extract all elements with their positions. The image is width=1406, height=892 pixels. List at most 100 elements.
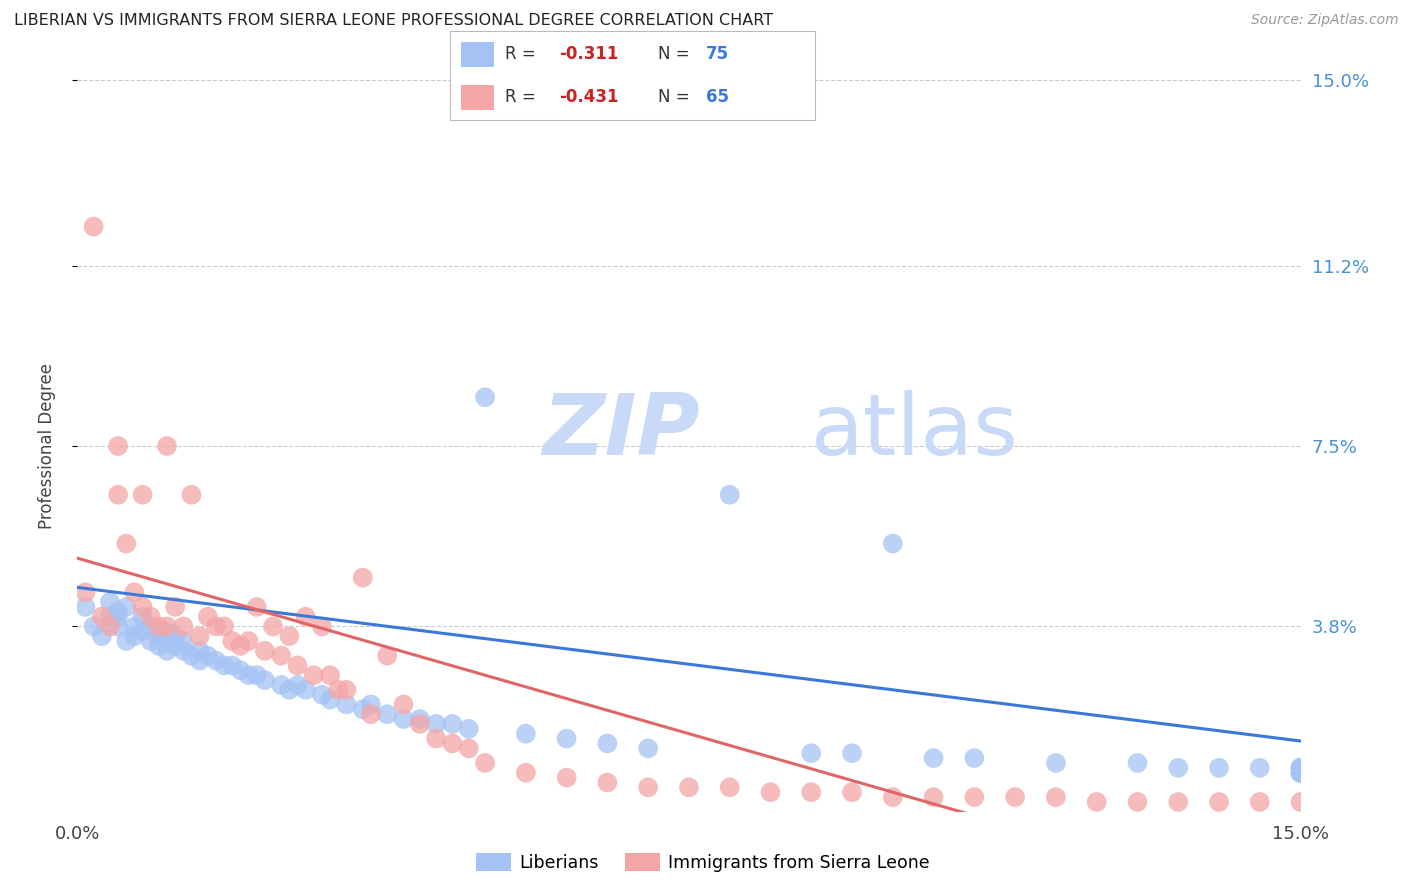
Point [172,634,194,648]
Point [1289,765,1312,780]
Point [205,619,228,633]
Point [98,619,121,633]
Y-axis label: Professional Degree: Professional Degree [38,363,56,529]
Text: 65: 65 [706,88,728,106]
Point [90,629,112,643]
Text: R =: R = [505,45,541,63]
Point [1126,795,1149,809]
Point [474,390,496,404]
Point [188,644,211,658]
Point [229,663,252,677]
Point [180,648,202,663]
Point [229,639,252,653]
Point [882,790,904,805]
Point [515,727,537,741]
Text: 75: 75 [706,45,728,63]
Point [124,629,146,643]
Point [474,756,496,770]
Point [1289,795,1312,809]
Point [409,712,432,726]
Point [963,790,986,805]
Point [555,771,578,785]
Point [75,585,97,599]
Point [188,629,211,643]
Point [253,673,276,687]
Point [115,599,138,614]
Point [156,619,179,633]
Point [131,609,153,624]
Point [335,698,357,712]
Text: N =: N = [658,45,695,63]
Point [148,639,170,653]
Point [311,688,333,702]
Point [678,780,700,795]
Point [131,599,153,614]
Point [352,571,374,585]
Bar [461,42,494,67]
Point [841,785,863,799]
Point [759,785,782,799]
Point [596,775,619,789]
Point [457,722,479,736]
Point [1289,765,1312,780]
Point [1249,761,1271,775]
Point [1126,756,1149,770]
Point [441,717,464,731]
Point [205,654,228,668]
Point [156,624,179,639]
Point [270,648,292,663]
Point [294,682,316,697]
Point [246,599,269,614]
Point [441,736,464,750]
Point [221,658,243,673]
Point [1289,765,1312,780]
Point [922,751,945,765]
Point [139,609,162,624]
Point [596,736,619,750]
Point [212,619,235,633]
Point [882,536,904,550]
Point [278,682,301,697]
Point [75,599,97,614]
Point [392,712,415,726]
Point [83,219,105,234]
Point [124,585,146,599]
Point [156,439,179,453]
Point [1085,795,1108,809]
Point [107,439,129,453]
Point [180,488,202,502]
Text: R =: R = [505,88,541,106]
Point [165,629,187,643]
Text: N =: N = [658,88,695,106]
Point [156,644,179,658]
Point [148,619,170,633]
Point [1289,765,1312,780]
Point [262,619,284,633]
Point [131,488,153,502]
Point [555,731,578,746]
Text: -0.311: -0.311 [560,45,619,63]
Point [287,658,309,673]
Point [270,678,292,692]
Text: LIBERIAN VS IMMIGRANTS FROM SIERRA LEONE PROFESSIONAL DEGREE CORRELATION CHART: LIBERIAN VS IMMIGRANTS FROM SIERRA LEONE… [14,13,773,29]
Point [1289,765,1312,780]
Point [319,692,342,706]
Point [115,536,138,550]
Point [335,682,357,697]
Point [115,634,138,648]
Point [637,780,659,795]
Point [83,619,105,633]
Point [302,668,325,682]
Point [172,644,194,658]
Point [1289,761,1312,775]
Text: ZIP: ZIP [543,390,700,473]
Point [238,668,260,682]
Point [212,658,235,673]
Point [294,609,316,624]
Point [718,488,741,502]
Bar [461,85,494,110]
Point [139,634,162,648]
Point [165,599,187,614]
Point [1045,790,1067,805]
Point [1289,761,1312,775]
